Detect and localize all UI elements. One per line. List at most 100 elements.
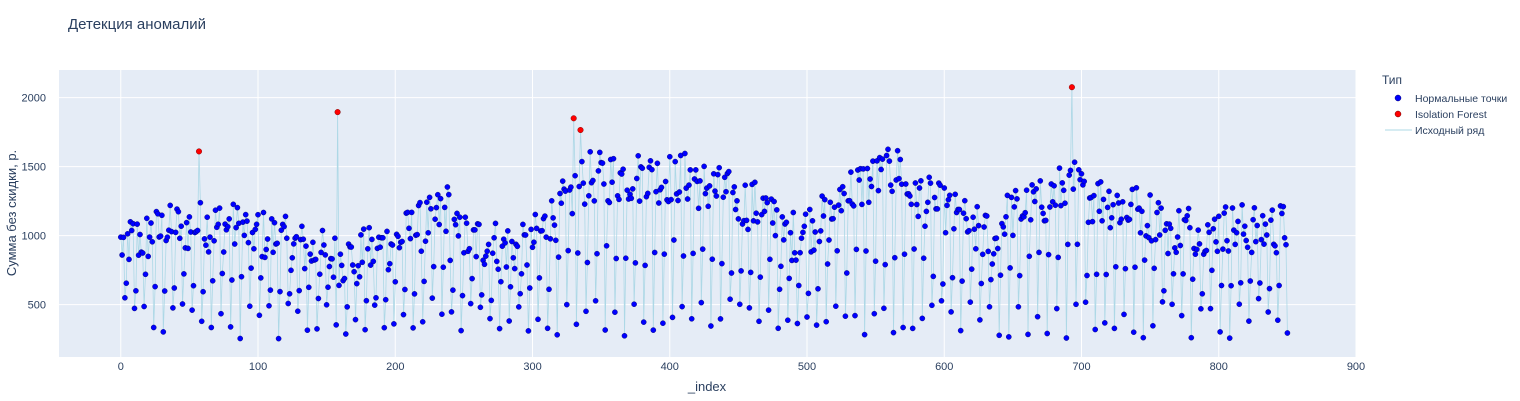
normal-point — [533, 225, 540, 232]
normal-point — [1066, 172, 1072, 178]
normal-point — [172, 229, 179, 236]
normal-point — [382, 296, 389, 303]
normal-point — [804, 314, 810, 320]
normal-point — [1221, 210, 1227, 216]
normal-point — [1104, 204, 1111, 211]
normal-point — [1026, 253, 1033, 260]
normal-point — [757, 274, 764, 280]
normal-point — [1173, 249, 1179, 256]
normal-point — [1108, 214, 1115, 221]
normal-point — [1257, 280, 1263, 286]
normal-point — [785, 317, 791, 324]
normal-point — [743, 217, 750, 224]
normal-point — [408, 209, 415, 216]
normal-point — [568, 184, 574, 190]
normal-point — [359, 259, 366, 266]
normal-point — [1132, 264, 1138, 271]
normal-point — [645, 190, 651, 197]
normal-point — [764, 199, 771, 206]
normal-point — [669, 314, 676, 321]
normal-point — [569, 210, 576, 217]
normal-point — [970, 214, 976, 220]
normal-point — [1147, 192, 1153, 198]
normal-point — [981, 224, 987, 230]
normal-point — [890, 329, 897, 336]
normal-point — [779, 214, 786, 220]
y-tick-labels: 500 1000 1500 2000 — [22, 93, 46, 312]
normal-point — [684, 196, 691, 202]
normal-point — [472, 227, 478, 233]
normal-point — [419, 318, 426, 325]
normal-point — [447, 257, 454, 264]
normal-point — [868, 183, 875, 190]
anomaly-point — [577, 126, 584, 133]
normal-point — [282, 213, 289, 220]
normal-point — [931, 194, 938, 201]
normal-point — [675, 197, 681, 204]
normal-point — [1047, 204, 1053, 210]
normal-point — [690, 250, 696, 257]
normal-point — [948, 309, 954, 315]
normal-point — [145, 253, 151, 260]
normal-point — [1209, 267, 1215, 274]
normal-point — [281, 223, 287, 230]
normal-point — [448, 309, 455, 315]
normal-point — [962, 197, 968, 204]
normal-point — [609, 179, 615, 185]
normal-point — [451, 216, 458, 223]
normal-point — [176, 235, 183, 242]
y-tick-label: 1500 — [22, 162, 46, 174]
normal-point — [979, 251, 986, 258]
legend-item-anomaly[interactable]: Isolation Forest — [1394, 109, 1487, 121]
normal-point — [949, 274, 956, 281]
normal-point — [997, 272, 1004, 279]
legend-item-line[interactable]: Исходный ряд — [1385, 125, 1484, 137]
x-axis-title: _index — [687, 379, 727, 394]
normal-point — [1003, 213, 1009, 220]
normal-point — [1161, 287, 1167, 294]
normal-point — [423, 199, 430, 205]
normal-point — [990, 250, 997, 257]
normal-point — [417, 199, 423, 206]
normal-point — [542, 213, 548, 219]
normal-point — [294, 308, 301, 315]
normal-point — [787, 229, 794, 236]
normal-point — [152, 283, 158, 290]
normal-point — [341, 275, 348, 282]
normal-point — [629, 186, 636, 192]
normal-point — [1279, 210, 1285, 217]
normal-point — [557, 190, 563, 197]
normal-point — [621, 332, 628, 339]
normal-point — [624, 187, 631, 193]
normal-point — [774, 207, 780, 213]
normal-point — [481, 261, 488, 268]
normal-point — [489, 250, 496, 256]
normal-point — [170, 305, 176, 311]
normal-point — [1266, 285, 1273, 292]
normal-point — [753, 210, 760, 216]
normal-point — [592, 297, 599, 304]
normal-point — [252, 226, 259, 233]
normal-point — [1106, 188, 1112, 195]
normal-point — [780, 237, 787, 243]
legend[interactable]: Тип Нормальные точки Isolation Forest Ис… — [1382, 73, 1507, 137]
normal-point — [329, 256, 335, 262]
normal-point — [726, 168, 732, 175]
normal-point — [558, 200, 565, 206]
normal-point — [995, 245, 1001, 252]
normal-point — [984, 213, 990, 219]
normal-point — [440, 264, 447, 271]
normal-point — [355, 262, 362, 269]
normal-point — [260, 209, 267, 216]
normal-point — [509, 238, 515, 245]
normal-point — [807, 206, 813, 213]
normal-point — [304, 327, 311, 334]
normal-point — [141, 303, 147, 310]
normal-point — [535, 316, 541, 323]
normal-point — [410, 325, 416, 331]
legend-item-normal[interactable]: Нормальные точки — [1394, 93, 1507, 105]
normal-point — [702, 190, 709, 197]
normal-point — [586, 192, 592, 199]
normal-point — [800, 229, 806, 236]
x-tick-label: 0 — [118, 361, 124, 373]
